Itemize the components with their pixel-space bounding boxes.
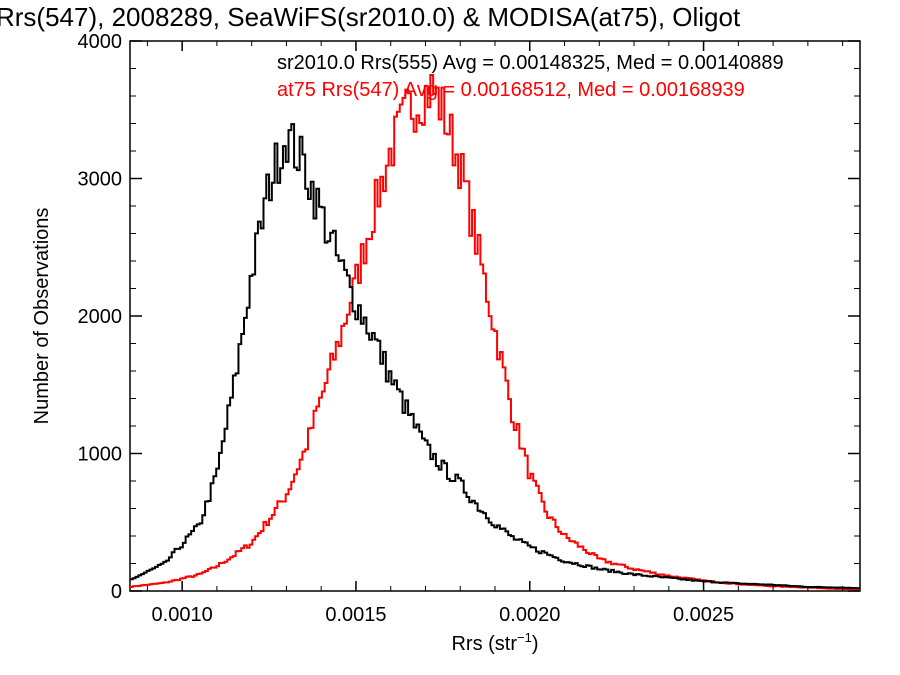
x-tick-label: 0.0010 bbox=[152, 604, 213, 626]
histogram-series-0 bbox=[130, 123, 860, 590]
x-tick-label: 0.0020 bbox=[499, 604, 560, 626]
x-axis-label-superscript: −1 bbox=[517, 630, 532, 645]
legend-entry-sr2010: sr2010.0 Rrs(555) Avg = 0.00148325, Med … bbox=[277, 52, 784, 74]
x-tick-label: 0.0015 bbox=[325, 604, 386, 626]
x-tick-label: 0.0025 bbox=[673, 604, 734, 626]
y-tick-label: 3000 bbox=[78, 169, 123, 191]
chart-title: Rrs(547), 2008289, SeaWiFS(sr2010.0) & M… bbox=[0, 2, 741, 32]
legend-entry-at75: at75 Rrs(547) Avg = 0.00168512, Med = 0.… bbox=[277, 79, 745, 101]
x-axis-label-main: Rrs (str bbox=[451, 633, 517, 655]
y-tick-label: 1000 bbox=[78, 444, 123, 466]
axis-ticks: 0.0010 0.0015 0.0020 0.0025 0 1000 2000 3000 400… bbox=[78, 31, 860, 626]
plot-frame bbox=[129, 40, 861, 592]
y-tick-label: 4000 bbox=[78, 31, 123, 53]
y-tick-label: 2000 bbox=[78, 306, 123, 328]
histogram-series-1 bbox=[130, 74, 860, 591]
series-layer bbox=[130, 74, 860, 591]
x-axis-label: Rrs (str−1) bbox=[451, 630, 538, 655]
y-tick-label: 0 bbox=[111, 581, 122, 603]
x-axis-label-close: ) bbox=[532, 633, 539, 655]
y-axis-label: Number of Observations bbox=[31, 208, 53, 425]
